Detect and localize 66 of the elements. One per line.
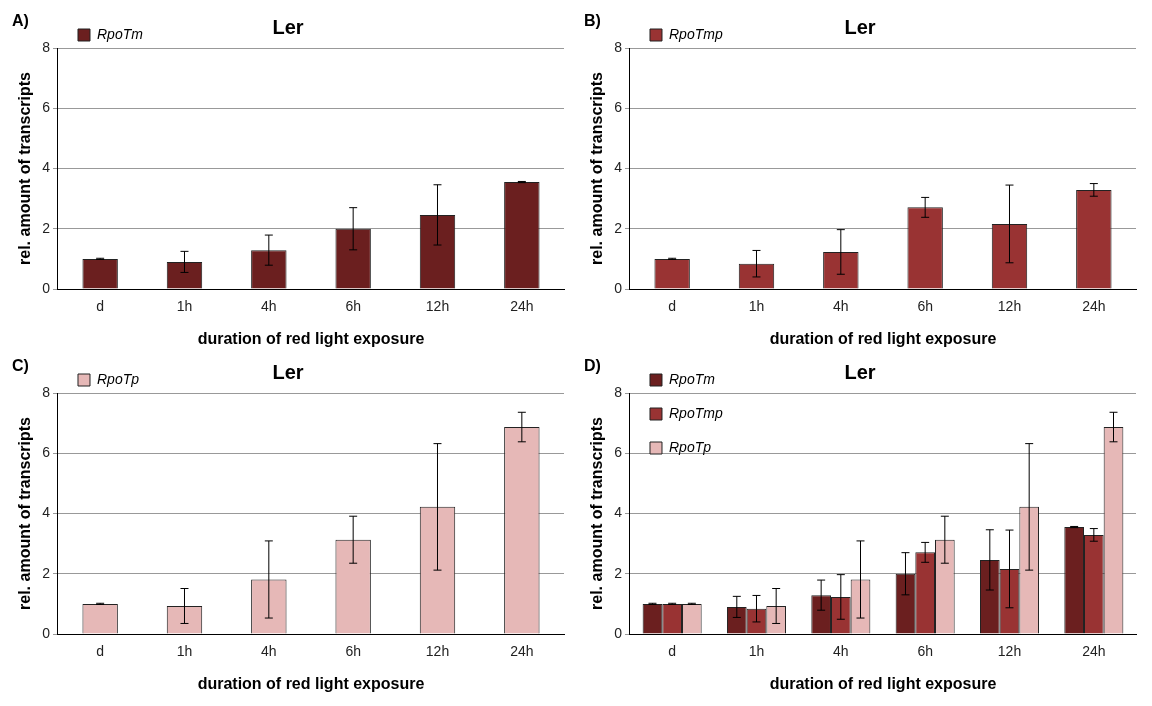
legend-label: RpoTm <box>668 370 716 387</box>
y-axis-title: rel. amount of transcripts <box>16 71 34 265</box>
x-tick-label: 4h <box>833 643 849 660</box>
y-axis-title: rel. amount of transcripts <box>16 416 34 610</box>
y-tick-label: 0 <box>614 624 623 641</box>
x-axis-title: duration of red light exposure <box>769 329 997 347</box>
y-tick-label: 2 <box>614 219 623 236</box>
y-tick-label: 0 <box>614 279 623 296</box>
x-tick-label: 1h <box>748 298 765 315</box>
x-tick-label: d <box>96 643 105 660</box>
y-tick-label: 8 <box>614 38 623 55</box>
x-tick-label: 6h <box>345 643 361 660</box>
x-tick-label: 6h <box>917 298 933 315</box>
y-tick-label: 8 <box>614 383 623 400</box>
legend-label: RpoTmp <box>668 25 723 42</box>
legend-label: RpoTp <box>96 370 140 387</box>
y-axis-title: rel. amount of transcripts <box>588 416 606 610</box>
x-tick-label: 24h <box>1082 298 1106 315</box>
x-tick-label: 4h <box>261 643 277 660</box>
y-tick-label: 4 <box>614 159 623 176</box>
x-tick-label: d <box>96 298 105 315</box>
x-tick-label: 12h <box>997 643 1022 660</box>
y-axis-title: rel. amount of transcripts <box>588 71 606 265</box>
x-tick-label: 1h <box>176 298 193 315</box>
y-tick-label: 6 <box>614 99 623 116</box>
y-tick-label: 6 <box>42 444 51 461</box>
x-tick-label: 24h <box>510 298 534 315</box>
y-tick-label: 6 <box>614 444 623 461</box>
x-tick-label: 24h <box>1082 643 1106 660</box>
legend-label: RpoTp <box>668 438 712 455</box>
y-tick-label: 0 <box>42 279 51 296</box>
x-tick-label: 24h <box>510 643 534 660</box>
text: D) <box>584 357 601 375</box>
legend-label: RpoTmp <box>668 404 723 421</box>
x-tick-label: 12h <box>425 298 450 315</box>
y-tick-label: 2 <box>614 564 623 581</box>
x-tick-label: 4h <box>261 298 277 315</box>
x-axis-title: duration of red light exposure <box>197 674 425 692</box>
x-tick-label: 12h <box>997 298 1022 315</box>
chart-title: Ler <box>844 15 876 38</box>
text: C) <box>12 357 29 375</box>
y-tick-label: 4 <box>614 504 623 521</box>
chart-title: Ler <box>272 15 304 38</box>
x-tick-label: d <box>668 643 677 660</box>
x-tick-label: 6h <box>345 298 361 315</box>
x-tick-label: 6h <box>917 643 933 660</box>
y-tick-label: 0 <box>42 624 51 641</box>
legend-label: RpoTm <box>96 25 144 42</box>
x-tick-label: d <box>668 298 677 315</box>
x-tick-label: 1h <box>748 643 765 660</box>
chart-title: Ler <box>844 360 876 383</box>
x-tick-label: 12h <box>425 643 450 660</box>
x-tick-label: 4h <box>833 298 849 315</box>
text: A) <box>12 12 29 30</box>
y-tick-label: 4 <box>42 159 51 176</box>
x-axis-title: duration of red light exposure <box>769 674 997 692</box>
y-tick-label: 4 <box>42 504 51 521</box>
chart-title: Ler <box>272 360 304 383</box>
x-tick-label: 1h <box>176 643 193 660</box>
y-tick-label: 8 <box>42 383 51 400</box>
y-tick-label: 2 <box>42 564 51 581</box>
text: B) <box>584 12 601 30</box>
y-tick-label: 8 <box>42 38 51 55</box>
y-tick-label: 2 <box>42 219 51 236</box>
x-axis-title: duration of red light exposure <box>197 329 425 347</box>
y-tick-label: 6 <box>42 99 51 116</box>
